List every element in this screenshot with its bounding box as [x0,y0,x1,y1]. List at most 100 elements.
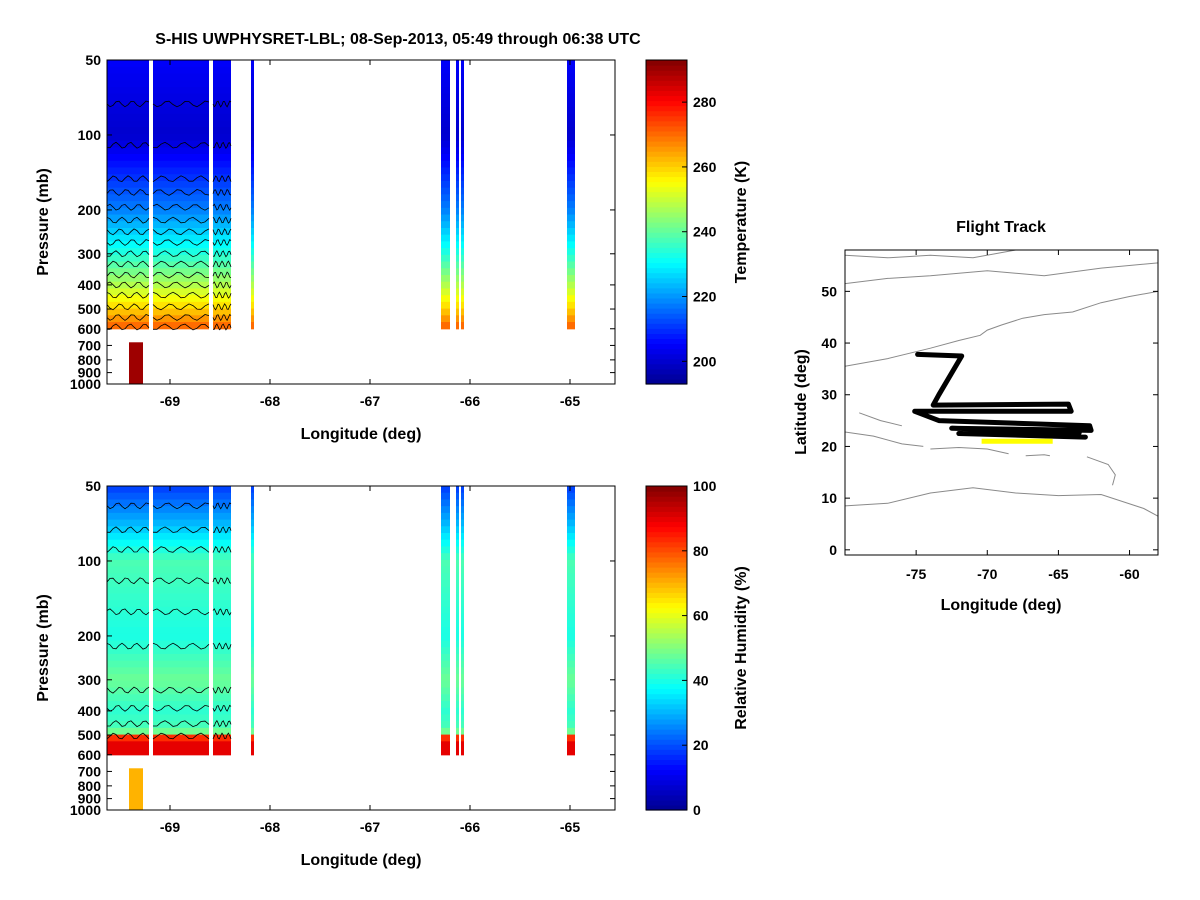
data-cell [251,714,254,722]
data-cell [107,660,149,669]
data-cell [456,268,459,276]
data-cell [461,107,464,115]
data-cell [107,526,149,534]
data-cell [567,512,575,521]
data-cell [441,221,450,229]
data-cell [461,559,464,568]
contour-line [107,281,150,289]
data-cell [213,268,231,276]
data-column-1 [153,486,209,756]
colorbar-tick-label: 100 [693,478,717,494]
data-cell [251,93,254,101]
data-cell [441,613,450,621]
data-cell [213,275,231,283]
data-cell [107,207,149,216]
coastlines [845,250,1158,517]
data-cell [251,207,254,216]
map-axis-ticks: -75 -70 -65 -60 0 10 20 30 40 50 [821,250,1158,582]
colorbar-cell [646,612,687,619]
data-cell [213,80,231,88]
data-cell [153,241,209,249]
colorbar-cell [646,216,687,223]
data-cell [456,653,459,662]
colorbar-cell [646,597,687,604]
contour-line [107,239,150,246]
data-cell [567,486,575,494]
colorbar-cell [646,161,687,167]
data-cell [107,721,149,729]
data-column-6 [461,60,464,330]
data-cell [107,566,149,574]
data-cell [251,140,254,148]
data-cell [251,593,254,601]
data-cell [461,640,464,648]
colorbar-tick-label: 40 [693,672,709,688]
data-cell [251,86,254,95]
data-cell [461,533,464,541]
data-cell [251,147,254,155]
y-tick-label: 500 [78,301,102,317]
data-cell [213,113,231,122]
colorbar-cell [646,358,687,365]
colorbar-cell [646,125,687,132]
data-cell [441,707,450,716]
data-cell [213,288,231,296]
map-y-tick-label: 10 [821,490,837,506]
data-cell [107,573,149,581]
data-cell [456,322,459,330]
data-cell [251,254,254,263]
data-cell [461,714,464,722]
data-cell [441,492,450,501]
data-cell [153,606,209,615]
colorbar-cell [646,181,687,188]
colorbar-cell [646,496,687,502]
data-cell [107,674,149,682]
colorbar-tick-label: 240 [693,224,717,240]
data-cell [153,80,209,88]
data-cell [153,526,209,534]
humidity-field [107,486,575,810]
data-cell [441,640,450,648]
data-cell [251,653,254,662]
colorbar-cell [646,100,687,107]
colorbar-cell [646,658,687,664]
data-cell [153,275,209,283]
x-tick-label: -68 [260,393,280,409]
data-cell [461,322,464,330]
data-cell [213,492,231,501]
contour-line [152,732,210,740]
data-cell [251,506,254,514]
data-cell [251,734,254,742]
data-cell [456,714,459,722]
data-cell [567,66,575,75]
colorbar-cell [646,567,687,573]
data-cell [456,281,459,290]
colorbar-cell [646,297,687,304]
data-cell [456,674,459,682]
data-cell [567,295,575,303]
data-cell [213,107,231,115]
data-cell [567,308,575,316]
contour-line [212,100,232,108]
data-cell [461,486,464,494]
data-cell [456,66,459,75]
colorbar-cell [646,328,687,334]
colorbar-cell [646,368,687,375]
data-column-6 [461,486,464,756]
colorbar-cell [646,779,687,786]
data-cell [567,546,575,554]
data-cell [461,221,464,229]
y-tick-label: 500 [78,727,102,743]
data-cell [567,701,575,709]
temperature-xlabel: Longitude (deg) [301,426,422,443]
colorbar-cell [646,673,687,679]
data-cell [461,254,464,263]
data-cell [441,600,450,608]
contour-line [152,141,210,149]
data-cell [441,207,450,216]
data-cell [456,633,459,642]
data-column-5 [456,60,459,330]
data-cell [213,714,231,722]
data-cell [461,80,464,88]
data-cell [107,486,149,494]
